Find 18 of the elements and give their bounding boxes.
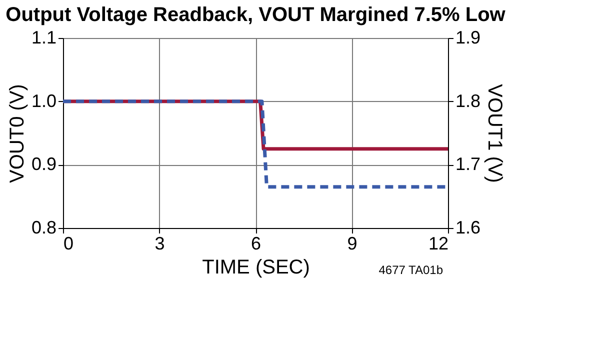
chart-title: Output Voltage Readback, VOUT Margined 7.5% Low — [6, 4, 506, 26]
x-tick-label: 0 — [64, 234, 74, 254]
x-tick-label: 6 — [250, 234, 262, 254]
y-tick-label: 1.1 — [31, 28, 56, 48]
y-tick-label: 0.9 — [31, 154, 56, 174]
y-tick-label: 0.8 — [31, 218, 56, 238]
x-axis-title: TIME (SEC) — [202, 256, 310, 278]
x-tick-label: 12 — [428, 234, 448, 254]
y2-tick-label: 1.9 — [456, 28, 481, 48]
y2-axis-title: VOUT1 (V) — [484, 84, 506, 183]
y2-tick-label: 1.6 — [456, 218, 481, 238]
text: 4677 TA01b — [378, 263, 444, 277]
x-tick-label: 9 — [347, 234, 358, 254]
y-tick-label: 1.0 — [31, 90, 56, 111]
y2-tick-label: 1.7 — [456, 154, 481, 174]
y2-tick-label: 1.8 — [456, 90, 481, 111]
y-axis-title: VOUT0 (V) — [6, 84, 28, 183]
x-tick-label: 3 — [154, 234, 165, 254]
